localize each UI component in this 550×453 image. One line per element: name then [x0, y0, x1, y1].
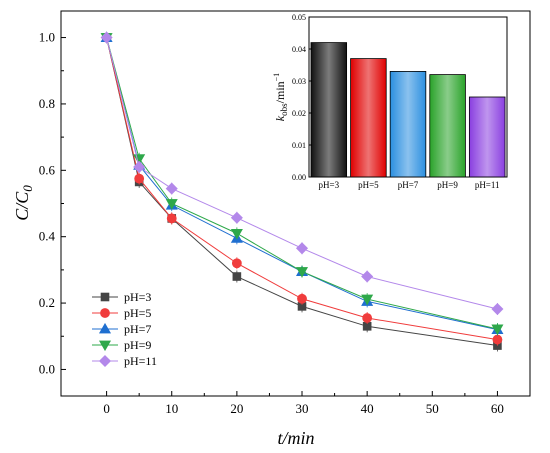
inset-bar — [350, 58, 387, 178]
data-point — [361, 270, 374, 283]
data-point — [361, 294, 374, 306]
inset-y-tick-label: 0.04 — [292, 45, 306, 54]
inset-y-axis-title: kobs/min−1 — [272, 73, 289, 121]
inset-category-label: pH=3 — [319, 180, 340, 190]
legend-marker — [100, 292, 110, 302]
legend-marker — [100, 308, 110, 318]
data-point — [100, 31, 113, 44]
data-point — [297, 293, 307, 304]
inset-bar — [429, 74, 466, 178]
legend-item: pH=9 — [92, 338, 151, 352]
legend-item: pH=5 — [92, 306, 151, 320]
data-point — [133, 160, 146, 174]
legend-label: pH=7 — [124, 322, 151, 336]
data-point — [230, 228, 243, 240]
x-tick-label: 40 — [361, 401, 374, 416]
y-tick-label: 0.6 — [39, 162, 56, 177]
legend-label: pH=3 — [124, 290, 151, 304]
legend-label: pH=11 — [124, 354, 157, 368]
data-point — [362, 313, 373, 323]
inset-category-label: pH=11 — [475, 180, 500, 190]
legend-marker — [98, 322, 112, 334]
svg-text:C/C0: C/C0 — [12, 185, 35, 221]
inset-category-label: pH=5 — [358, 180, 379, 190]
data-point — [232, 272, 242, 281]
y-tick-label: 0.0 — [39, 361, 55, 376]
inset-category-label: pH=7 — [398, 180, 419, 190]
data-point — [295, 242, 309, 255]
data-point — [492, 334, 503, 345]
legend-label: pH=5 — [124, 306, 151, 320]
inset-bar — [468, 96, 506, 178]
data-point — [491, 303, 504, 316]
inset-y-tick-label: 0.03 — [292, 77, 306, 86]
data-point — [230, 211, 243, 224]
data-point — [166, 213, 177, 224]
inset-bar — [389, 71, 427, 178]
legend-item: pH=11 — [92, 354, 157, 368]
legend-item: pH=3 — [92, 290, 151, 304]
x-tick-label: 50 — [426, 401, 439, 416]
y-axis-title: C/C0 — [12, 185, 35, 221]
x-tick-label: 30 — [296, 401, 309, 416]
inset-y-tick-label: 0.02 — [292, 109, 306, 118]
x-tick-label: 10 — [165, 401, 178, 416]
inset-y-tick-label: 0.05 — [292, 13, 306, 22]
series-pH=11 — [100, 31, 504, 316]
legend-label: pH=9 — [124, 338, 151, 352]
inset-bars-group: pH=3 pH=5 pH=7 pH=9 pH=11 — [310, 42, 506, 190]
data-point — [165, 199, 178, 210]
inset-y-tick-label: 0.00 — [292, 173, 306, 182]
y-tick-label: 0.2 — [39, 295, 55, 310]
legend: pH=3 pH=5 pH=7 pH=9 pH=11 — [92, 290, 157, 368]
data-point — [165, 182, 178, 195]
data-point — [491, 324, 504, 336]
data-point — [134, 173, 145, 184]
legend-marker — [98, 340, 112, 352]
x-tick-label: 60 — [491, 401, 504, 416]
x-axis-title: t/min — [277, 428, 314, 448]
inset-axis-ticks: 0.00 0.01 0.02 0.03 0.04 0.05 — [292, 13, 312, 182]
x-tick-label: 20 — [230, 401, 243, 416]
inset-category-label: pH=9 — [437, 180, 458, 190]
data-point — [295, 267, 309, 278]
main-axis-ticks: 0 10 20 30 40 50 60 0.0 0.2 0.4 0.6 0.8 1.0 — [39, 30, 504, 416]
inset-y-tick-label: 0.01 — [292, 141, 306, 150]
y-tick-label: 0.4 — [39, 229, 56, 244]
main-series-group — [100, 31, 504, 352]
y-tick-label: 1.0 — [39, 30, 55, 45]
y-tick-label: 0.8 — [39, 96, 55, 111]
legend-item: pH=7 — [92, 322, 151, 336]
data-point — [231, 258, 242, 269]
inset-bar — [310, 42, 348, 178]
x-tick-label: 0 — [103, 401, 110, 416]
svg-text:kobs/min−1: kobs/min−1 — [272, 73, 289, 121]
legend-marker — [98, 354, 112, 368]
